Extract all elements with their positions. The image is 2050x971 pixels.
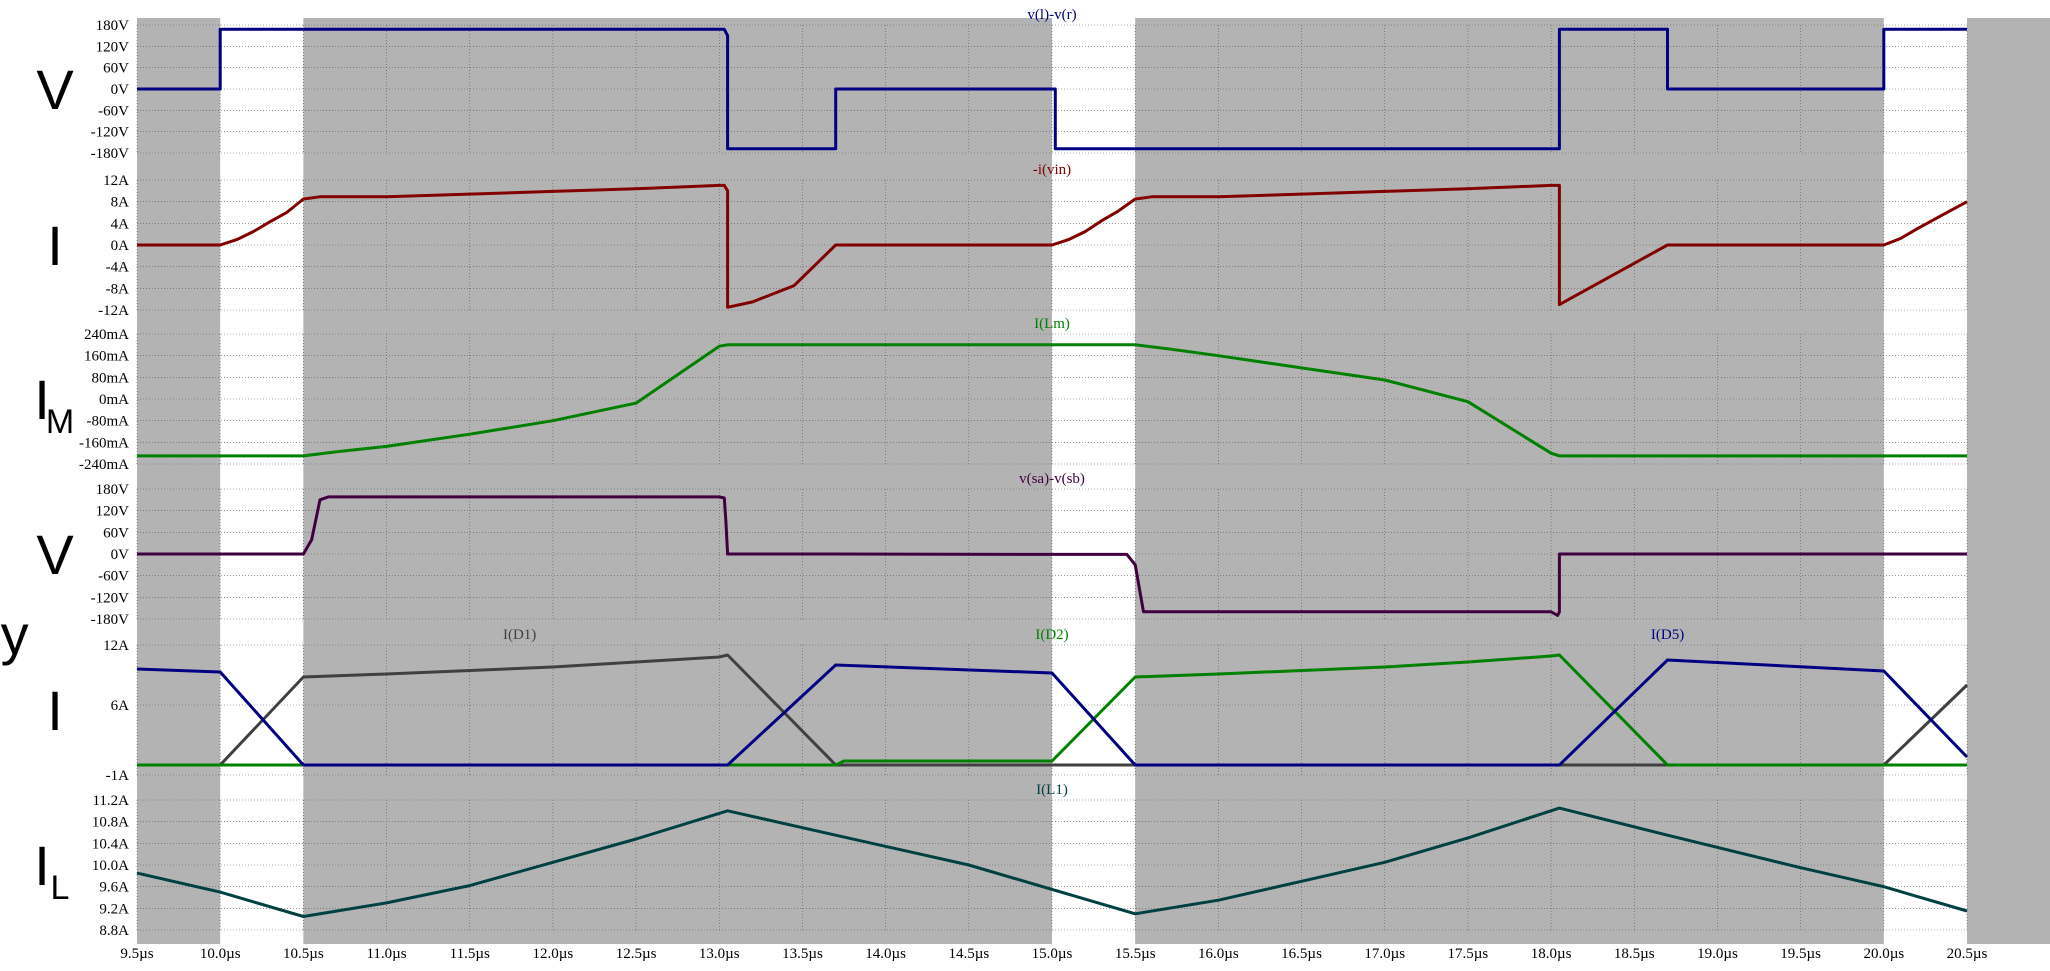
y-tick-label: -60V — [98, 103, 129, 119]
y-tick-label: 180V — [96, 482, 130, 498]
series-line — [136, 806, 1968, 918]
shaded-interval — [303, 18, 1052, 944]
shaded-interval — [1135, 18, 1884, 944]
y-tick-label: -120V — [91, 590, 129, 606]
panel-side-subscript: M — [46, 403, 74, 441]
x-tick-label: 12.0µs — [533, 946, 574, 962]
series-label: I(L1) — [1036, 782, 1068, 798]
series-line — [137, 653, 1967, 767]
x-tick-label: 18.5µs — [1614, 946, 1655, 962]
series-label: I(Lm) — [1034, 316, 1070, 332]
y-tick-label: 60V — [103, 61, 129, 77]
y-tick-label: -180V — [91, 146, 129, 162]
x-tick-label: 18.0µs — [1531, 946, 1572, 962]
series-line — [137, 183, 1968, 309]
y-tick-label: 0A — [111, 238, 130, 254]
y-tick-label: 0mA — [99, 392, 129, 408]
panel-side-label: I — [34, 368, 50, 431]
y-tick-label: 10.8A — [92, 815, 129, 831]
x-tick-label: 14.0µs — [865, 946, 906, 962]
cropped-side-label: ry — [0, 603, 29, 666]
series-label: -i(vin) — [1033, 162, 1071, 178]
y-tick-label: 80mA — [92, 370, 130, 386]
y-tick-label: 0V — [111, 82, 130, 98]
x-tick-label: 14.5µs — [948, 946, 989, 962]
y-tick-label: 120V — [96, 504, 130, 520]
x-tick-label: 15.0µs — [1032, 946, 1073, 962]
x-tick-label: 11.5µs — [450, 946, 490, 962]
y-tick-label: 11.2A — [92, 793, 129, 809]
y-tick-label: 120V — [96, 39, 130, 55]
x-tick-label: 15.5µs — [1115, 946, 1156, 962]
x-tick-label: 19.5µs — [1780, 946, 1821, 962]
y-tick-label: -80mA — [87, 414, 130, 430]
x-tick-label: 13.0µs — [699, 946, 740, 962]
y-tick-label: 10.4A — [92, 836, 129, 852]
shaded-regions — [137, 18, 2050, 944]
y-tick-label: -4A — [106, 260, 129, 276]
y-tick-label: 8A — [111, 195, 130, 211]
y-tick-label: -1A — [106, 768, 129, 784]
x-tick-label: 12.5µs — [616, 946, 657, 962]
y-tick-label: 4A — [111, 216, 130, 232]
panel-side-label: I — [47, 679, 63, 742]
y-tick-label: 9.2A — [99, 901, 129, 917]
series-label: I(D2) — [1035, 627, 1068, 643]
series-layer — [136, 27, 1969, 918]
y-tick-label: -160mA — [79, 435, 129, 451]
panel-side-label: I — [34, 834, 50, 897]
x-tick-label: 17.0µs — [1364, 946, 1405, 962]
y-tick-label: 9.6A — [99, 880, 129, 896]
x-tick-label: 20.5µs — [1947, 946, 1988, 962]
x-tick-label: 16.5µs — [1281, 946, 1322, 962]
panel-side-subscript: L — [51, 869, 70, 907]
panel-side-label: I — [47, 214, 63, 277]
x-tick-label: 16.0µs — [1198, 946, 1239, 962]
x-tick-label: 20.0µs — [1863, 946, 1904, 962]
series-line — [137, 343, 1967, 458]
label-layer: 9.5µs 10.0µs 10.5µs 11.0µs 11.5µs 12.0µs 12.5µ… — [34, 7, 1987, 962]
series-label: v(l)-v(r) — [1027, 7, 1076, 23]
series-line — [137, 27, 1967, 151]
y-tick-label: 160mA — [84, 349, 129, 365]
series-label: I(D1) — [503, 627, 536, 643]
y-tick-label: 10.0A — [92, 858, 129, 874]
y-tick-label: -12A — [98, 303, 129, 319]
y-tick-label: 12A — [103, 173, 129, 189]
shaded-interval — [1967, 18, 2050, 944]
x-tick-label: 17.5µs — [1448, 946, 1489, 962]
y-tick-label: -60V — [98, 569, 129, 585]
y-tick-label: -8A — [106, 281, 129, 297]
x-tick-label: 10.5µs — [283, 946, 324, 962]
panel-side-label: V — [36, 58, 74, 121]
x-tick-label: 10.0µs — [200, 946, 241, 962]
x-tick-label: 19.0µs — [1697, 946, 1738, 962]
y-tick-label: -240mA — [79, 457, 129, 473]
y-tick-label: -120V — [91, 125, 129, 141]
series-label: I(D5) — [1651, 627, 1684, 643]
y-tick-label: 0V — [111, 547, 130, 563]
y-tick-label: 240mA — [84, 327, 129, 343]
y-tick-label: 12A — [103, 638, 129, 654]
y-tick-label: 8.8A — [99, 923, 129, 939]
series-label: v(sa)-v(sb) — [1019, 471, 1085, 487]
series-line — [137, 495, 1967, 617]
y-tick-label: -180V — [91, 612, 129, 628]
y-tick-label: 6A — [111, 698, 130, 714]
x-tick-label: 11.0µs — [366, 946, 406, 962]
panel-side-label: V — [36, 523, 74, 586]
x-tick-label: 13.5µs — [782, 946, 823, 962]
y-tick-label: 60V — [103, 525, 129, 541]
series-line — [136, 658, 1969, 767]
shaded-interval — [137, 18, 221, 944]
y-tick-label: 180V — [96, 18, 130, 34]
x-tick-label: 9.5µs — [120, 946, 153, 962]
